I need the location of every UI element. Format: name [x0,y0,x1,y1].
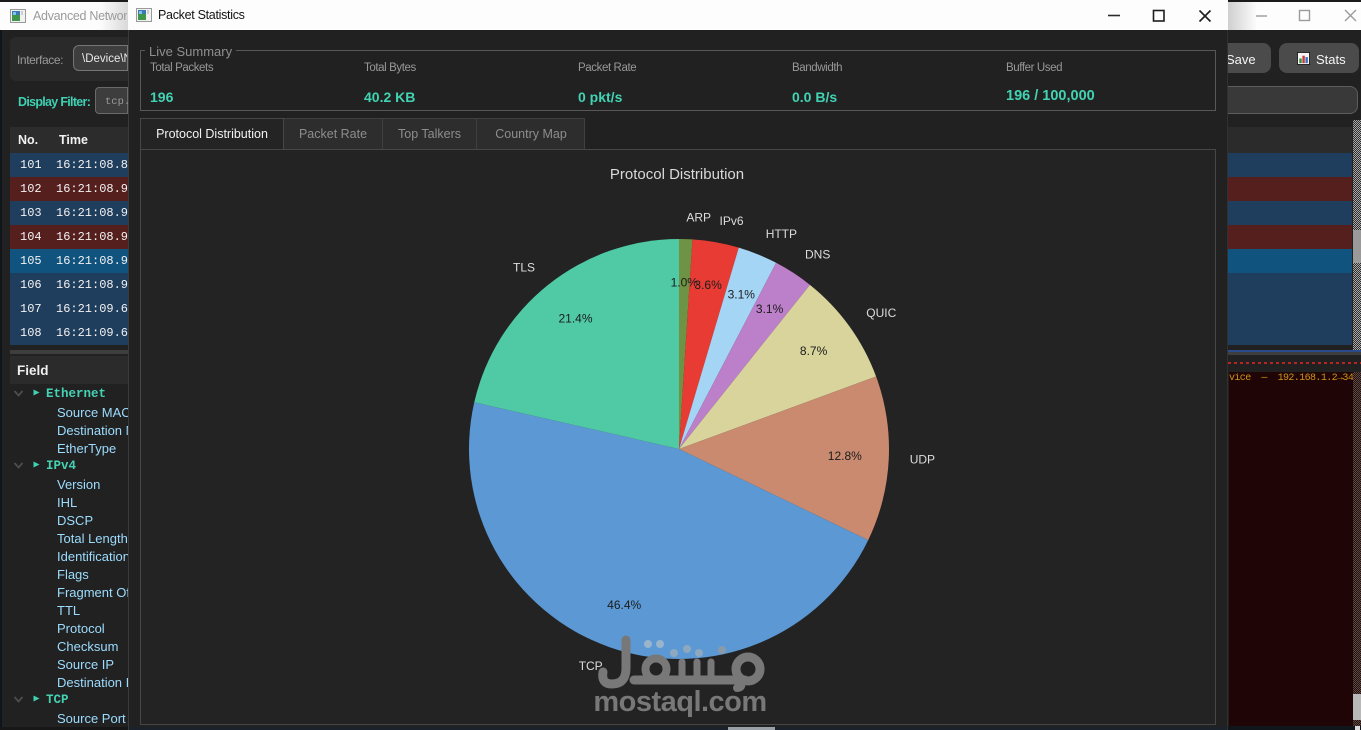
svg-text:8.7%: 8.7% [800,344,828,358]
svg-text:Protocol Distribution: Protocol Distribution [610,166,744,183]
svg-text:3.6%: 3.6% [694,278,722,292]
svg-text:TLS: TLS [513,261,535,275]
svg-text:UDP: UDP [910,452,935,466]
svg-text:21.4%: 21.4% [558,311,592,325]
svg-text:IPv6: IPv6 [720,214,744,228]
svg-text:DNS: DNS [805,248,830,262]
svg-text:ARP: ARP [686,210,711,224]
svg-text:12.8%: 12.8% [828,449,862,463]
svg-text:QUIC: QUIC [866,306,896,320]
svg-text:3.1%: 3.1% [756,302,784,316]
svg-text:HTTP: HTTP [766,227,797,241]
svg-text:46.4%: 46.4% [607,598,641,612]
svg-text:3.1%: 3.1% [728,287,756,301]
svg-text:1.0%: 1.0% [671,275,699,289]
svg-text:TCP: TCP [579,659,603,673]
svg-text:mostaql.com: mostaql.com [593,686,766,718]
